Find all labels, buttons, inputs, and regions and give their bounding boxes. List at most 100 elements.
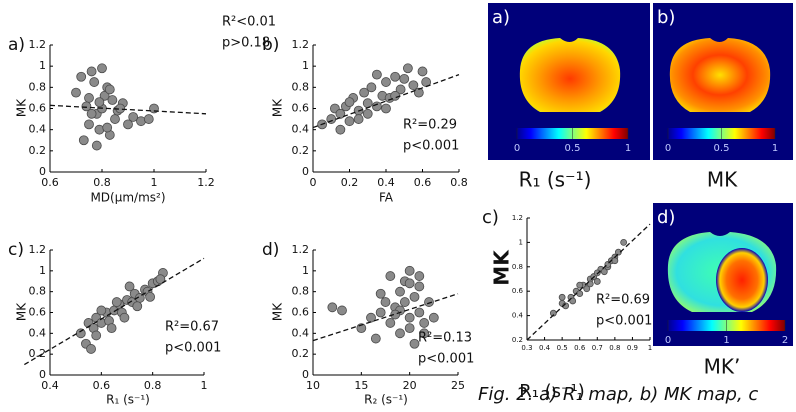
x-tick-label: 0.6 (414, 176, 432, 189)
colorbar-tick-label: 1 (625, 143, 631, 154)
y-tick-label: 1 (302, 59, 309, 72)
scatter-plot: 0 0.2 0.4 0.6 0.8 1 1.2 0 0.2 0.4 0.6 0.8 b) MK FA R²=0… (262, 35, 468, 205)
x-tick-label: 0.8 (144, 379, 162, 392)
y-tick-label: 0.6 (512, 287, 524, 295)
panel-label: b) (657, 7, 675, 28)
y-tick-label: 0.2 (292, 347, 310, 360)
x-tick-label: 1 (648, 344, 652, 352)
point (402, 63, 413, 74)
point (76, 71, 87, 82)
y-tick-label: 1.2 (29, 38, 47, 51)
point (91, 330, 102, 341)
annotation: p<0.001 (418, 352, 474, 367)
annotation: R²=0.13 (418, 331, 472, 346)
point (370, 333, 381, 344)
colorbar-tick-label: 2 (782, 335, 788, 346)
x-tick-label: 0.8 (609, 344, 620, 352)
map-caption: MK’ (704, 355, 741, 379)
point (399, 73, 410, 84)
point (104, 84, 115, 95)
point (91, 140, 102, 151)
point (419, 328, 430, 339)
point (71, 87, 81, 98)
point (414, 307, 425, 318)
point (593, 278, 601, 285)
point (413, 87, 424, 98)
point (110, 114, 120, 124)
point (359, 87, 370, 98)
point (375, 307, 386, 318)
annotation: R²=0.29 (403, 118, 457, 133)
annotation: p<0.001 (165, 341, 221, 356)
point (611, 257, 619, 265)
colorbar-tick-label: 0 (514, 143, 520, 154)
panel-label: c) (8, 240, 24, 260)
map-caption: MK (707, 168, 738, 192)
point (404, 265, 415, 276)
x-tick-label: 0.4 (539, 344, 551, 352)
point (385, 318, 396, 328)
x-tick-label: 0.2 (341, 176, 359, 189)
map-caption: R₁ (s⁻¹) (519, 168, 592, 192)
point (111, 297, 122, 307)
y-tick-label: 0.6 (292, 102, 310, 115)
x-tick-label: 0.9 (627, 344, 638, 352)
y-tick-label: 0.4 (292, 326, 310, 339)
y-tick-label: 1.2 (512, 214, 523, 222)
annotation: p<0.001 (403, 139, 459, 154)
annotation: R²<0.01 (222, 15, 276, 30)
point (145, 291, 156, 302)
y-tick-label: 0.8 (29, 285, 47, 298)
x-tick-label: 0.8 (93, 176, 111, 189)
point (576, 281, 584, 289)
point (614, 248, 622, 256)
point (390, 309, 401, 320)
panel-label: d) (657, 207, 675, 228)
colorbar-tick-label: 0 (665, 335, 671, 346)
point (86, 66, 97, 77)
point (99, 90, 110, 101)
point (327, 302, 338, 313)
point (366, 82, 377, 93)
x-tick-label: 0.6 (93, 379, 111, 392)
colorbar-tick-label: 1 (772, 143, 778, 154)
point (414, 271, 425, 281)
y-tick-label: 1 (39, 59, 46, 72)
point (381, 77, 391, 87)
x-tick-label: 20 (403, 379, 417, 392)
point (371, 69, 382, 80)
point (409, 291, 420, 302)
point (390, 71, 401, 82)
y-tick-label: 0.8 (292, 80, 310, 93)
scatter-plot: 0 0.2 0.4 0.6 0.8 1 1.2 10 15 20 25 d) MK R₂ (s⁻¹) R²=… (262, 240, 474, 407)
annotation: p>0.18 (222, 36, 270, 51)
y-tick-label: 1 (302, 264, 309, 277)
point (395, 328, 405, 339)
point (155, 274, 166, 285)
point (428, 312, 439, 323)
point (128, 112, 139, 122)
point (395, 84, 406, 95)
y-axis-label: MK (15, 302, 29, 321)
point (404, 323, 415, 334)
x-tick-label: 0.6 (41, 176, 59, 189)
point (380, 297, 391, 307)
fit-line (526, 223, 651, 341)
y-tick-label: 0.6 (292, 306, 310, 319)
fit-line (312, 293, 459, 342)
point (381, 103, 391, 114)
y-tick-label: 0 (39, 165, 46, 178)
y-tick-label: 0 (39, 368, 46, 381)
scatter-plot: 0 0.2 0.4 0.6 0.8 1 1.2 0.6 0.8 1 1.2 a) MK MD(μm/ms²… (8, 15, 276, 205)
figure-caption: Fig. 2. a) R₁ map, b) MK map, c (478, 384, 758, 405)
y-tick-label: 0.8 (512, 263, 523, 271)
colorbar-tick-label: 0.5 (714, 143, 730, 154)
point (362, 108, 373, 119)
fit-line (49, 104, 207, 115)
point (375, 288, 386, 299)
panel-label: b) (262, 35, 279, 55)
fit-line (312, 74, 460, 129)
point (417, 66, 428, 77)
point (335, 124, 346, 135)
